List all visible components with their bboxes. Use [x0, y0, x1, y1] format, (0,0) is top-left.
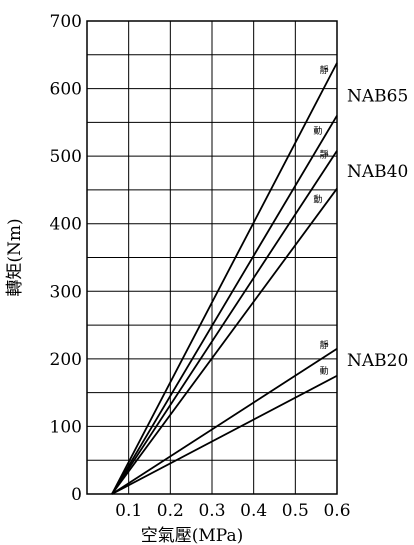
series-line-label: 動 — [313, 126, 322, 137]
x-tick-label: 0.4 — [240, 501, 267, 521]
y-axis-title: 轉矩(Nm) — [5, 218, 25, 296]
series-line — [111, 150, 338, 495]
chart-grid — [87, 21, 337, 494]
series-group-label: NAB65 — [347, 86, 408, 106]
y-tick-label: 0 — [71, 485, 82, 505]
series-line-label: 靜 — [320, 64, 329, 76]
x-tick-label: 0.6 — [323, 501, 350, 521]
y-tick-labels: 0 100 200 300 400 500 600 700 — [50, 12, 82, 505]
y-tick-label: 700 — [50, 12, 82, 32]
series-line-label: 動 — [313, 194, 322, 205]
x-tick-label: 0.2 — [157, 501, 184, 521]
x-tick-labels: 0.1 0.2 0.3 0.4 0.5 0.6 — [115, 501, 350, 521]
y-tick-label: 300 — [50, 282, 82, 302]
x-axis-title: 空氣壓(MPa) — [141, 526, 243, 545]
x-tick-label: 0.3 — [198, 501, 225, 521]
series-line-label: 動 — [320, 366, 329, 377]
y-tick-label: 200 — [50, 350, 82, 370]
series-group-labels: NAB65 NAB40 NAB20 — [347, 86, 408, 371]
y-tick-label: 400 — [50, 215, 82, 235]
y-tick-label: 100 — [50, 417, 82, 437]
x-tick-label: 0.1 — [115, 501, 142, 521]
series-group-label: NAB40 — [347, 162, 408, 182]
x-tick-label: 0.5 — [282, 501, 309, 521]
y-tick-label: 600 — [50, 80, 82, 100]
series-line — [111, 188, 338, 495]
series-line-label: 靜 — [320, 148, 329, 160]
series-line-label: 靜 — [320, 339, 329, 351]
series-line — [111, 62, 338, 495]
series-line — [111, 115, 338, 495]
chart-lines — [111, 62, 338, 495]
series-group-label: NAB20 — [347, 351, 408, 371]
y-tick-label: 500 — [50, 147, 82, 167]
series-line — [111, 374, 338, 495]
series-line — [111, 347, 338, 495]
plot-frame — [86, 20, 338, 495]
